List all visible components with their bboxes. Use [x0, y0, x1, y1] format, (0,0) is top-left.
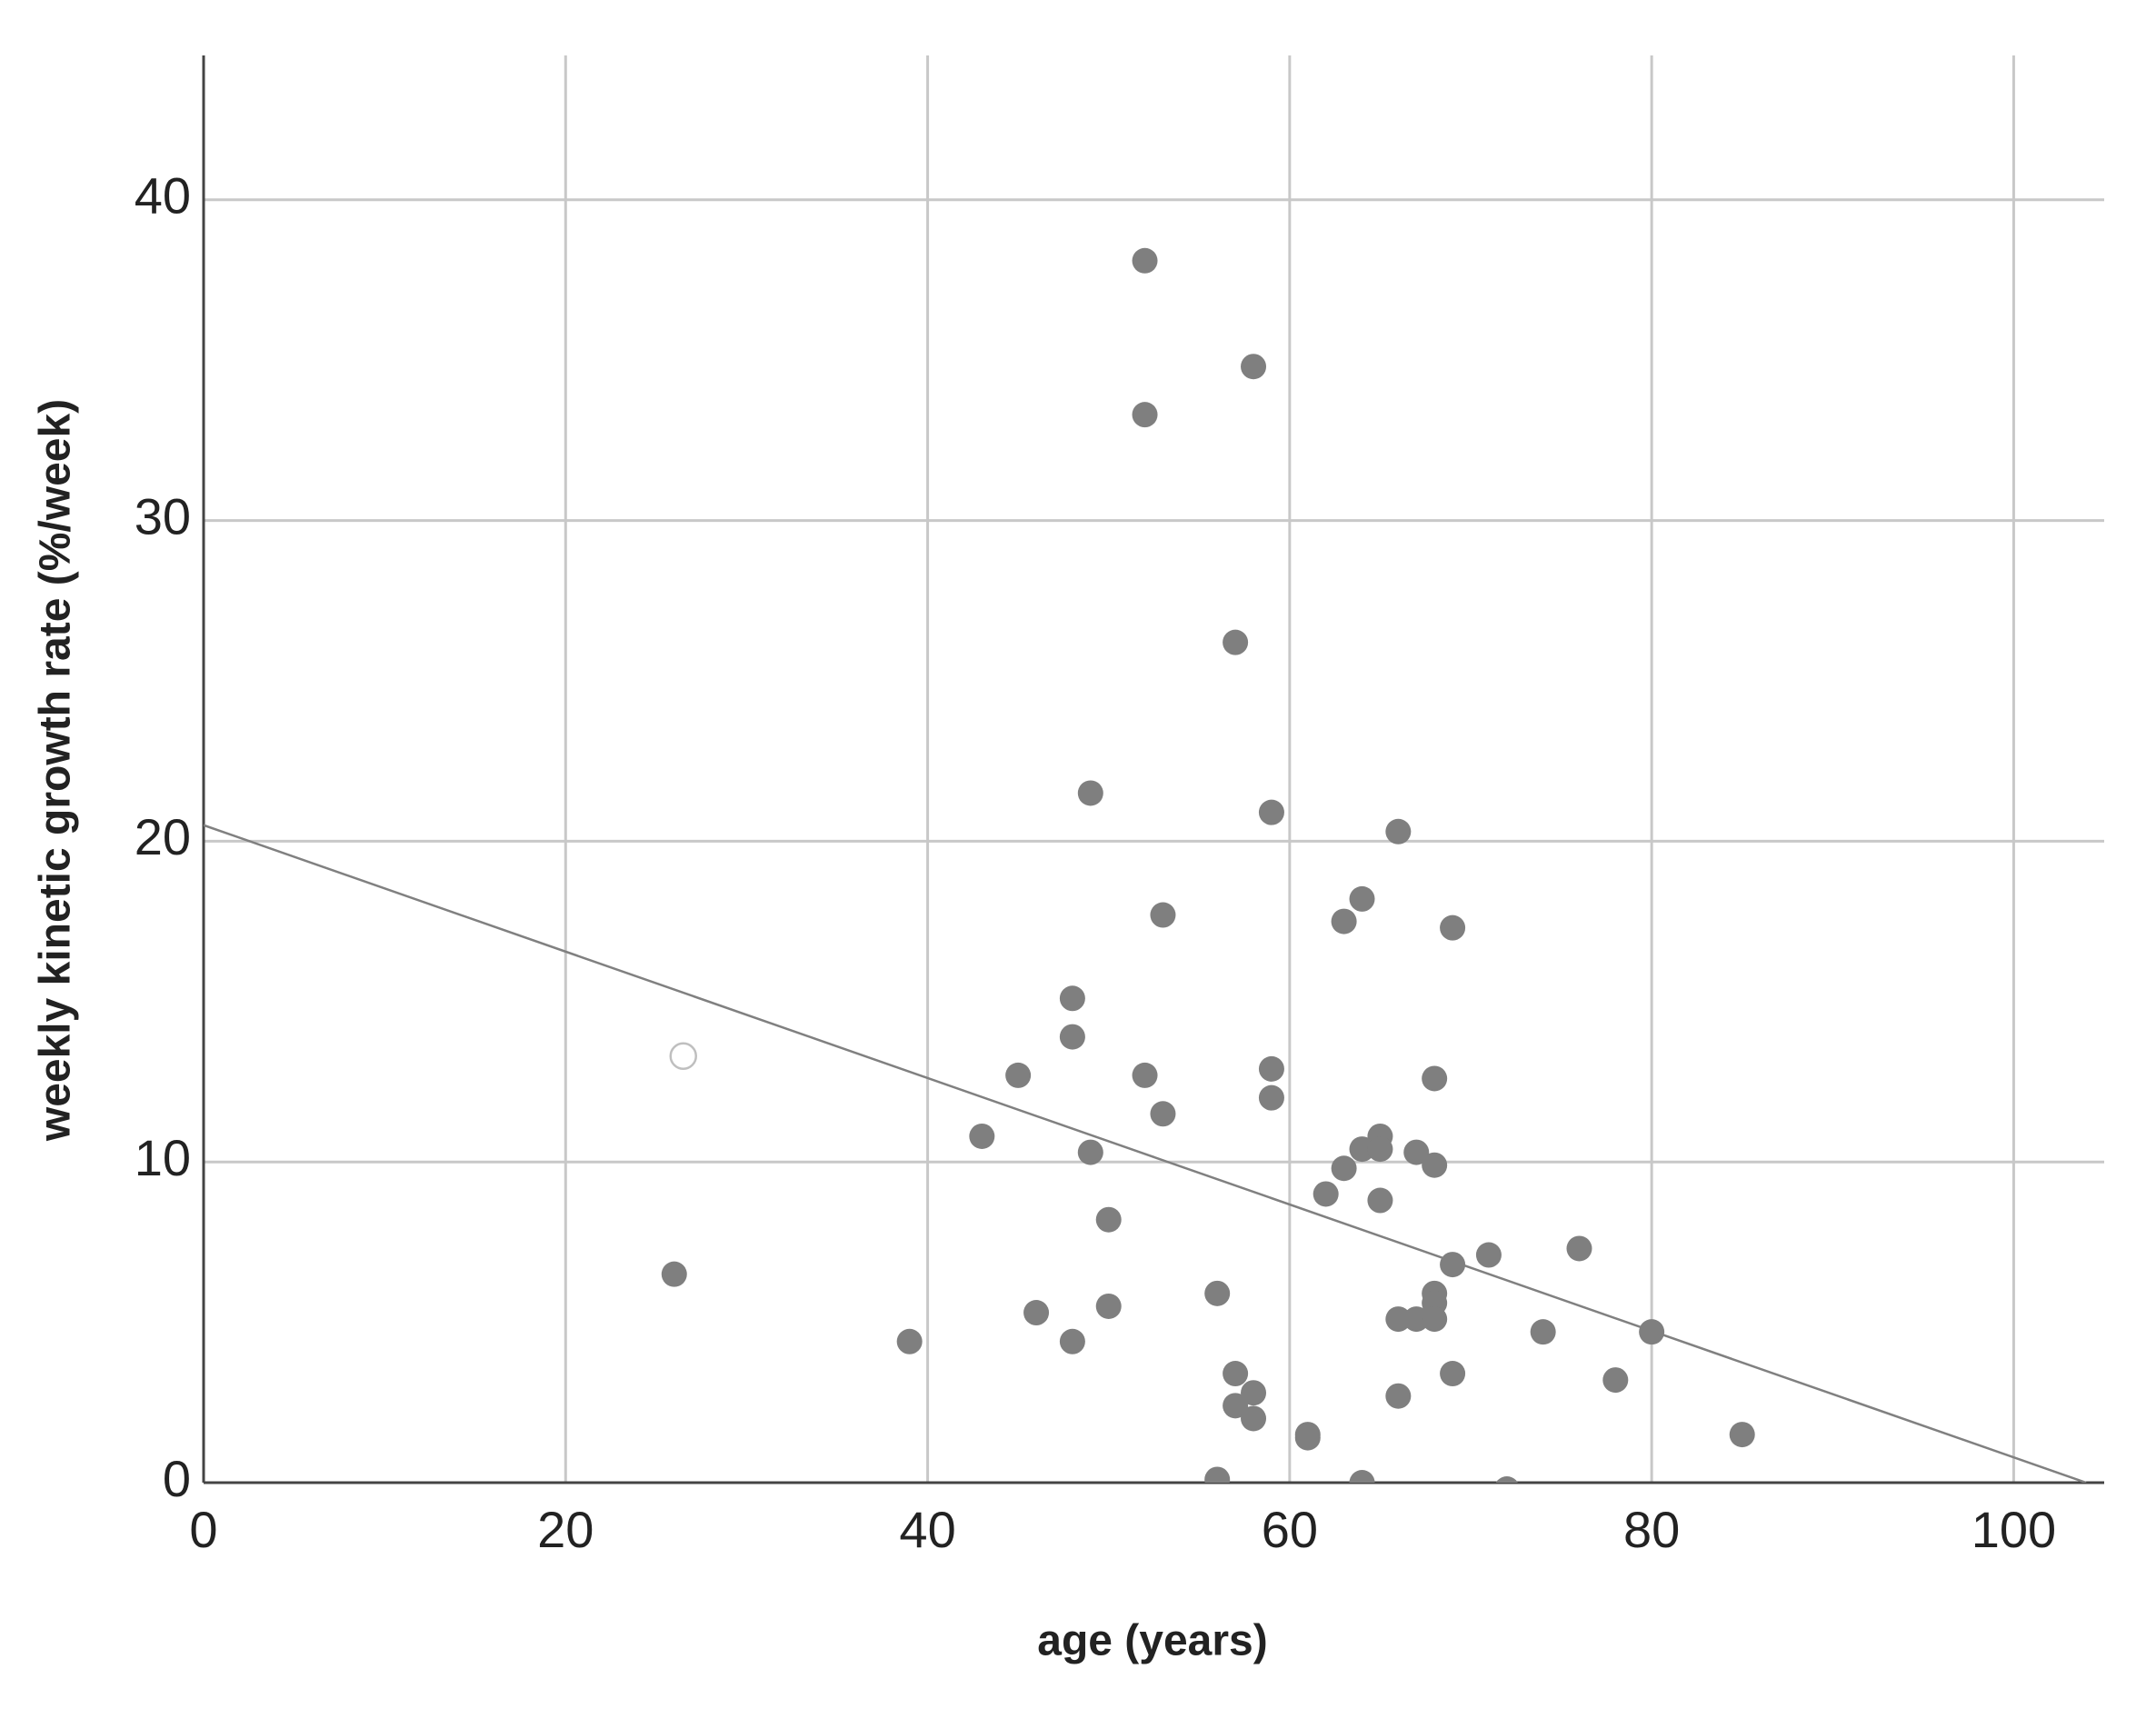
point: [1258, 799, 1284, 825]
point: [1422, 1065, 1448, 1092]
y-tick-label: 20: [135, 808, 191, 865]
x-tick-label: 40: [899, 1501, 955, 1558]
point: [1349, 1470, 1375, 1483]
point: [1367, 1187, 1393, 1214]
point: [1241, 354, 1267, 380]
point: [1403, 1139, 1430, 1165]
y-tick-label: 40: [135, 167, 191, 225]
point: [1005, 1062, 1032, 1088]
point: [1095, 1206, 1122, 1233]
point: [1204, 1280, 1231, 1306]
point: [1241, 1405, 1267, 1432]
y-tick-label: 30: [135, 487, 191, 545]
point: [1059, 985, 1085, 1012]
point: [896, 1328, 923, 1354]
point: [1331, 1155, 1357, 1182]
point: [1385, 818, 1412, 845]
fit-line: [204, 824, 2087, 1483]
point: [1095, 1293, 1122, 1319]
point: [1313, 1181, 1339, 1207]
point: [1077, 780, 1103, 806]
point: [1440, 1252, 1466, 1278]
point: [1294, 1424, 1321, 1451]
point: [1223, 629, 1249, 655]
point: [1639, 1319, 1665, 1345]
point: [1495, 1476, 1518, 1483]
point: [969, 1123, 995, 1149]
point: [1241, 1380, 1267, 1406]
point: [1132, 1062, 1158, 1088]
point: [1204, 1466, 1231, 1483]
point: [1385, 1383, 1412, 1409]
point: [1385, 1306, 1412, 1333]
point: [1059, 1328, 1085, 1354]
x-tick-label: 0: [189, 1501, 217, 1558]
plot-area: [204, 247, 2087, 1483]
x-tick-label: 60: [1262, 1501, 1318, 1558]
point: [1223, 1393, 1249, 1419]
point: [1023, 1300, 1050, 1326]
point: [1349, 885, 1375, 912]
point: [1331, 908, 1357, 934]
x-tick-label: 80: [1623, 1501, 1680, 1558]
point: [1602, 1367, 1629, 1394]
point: [1258, 1084, 1284, 1111]
x-tick-label: 20: [537, 1501, 594, 1558]
point: [1132, 247, 1158, 274]
point: [1059, 1024, 1085, 1050]
point: [1475, 1242, 1502, 1268]
point: [1367, 1136, 1393, 1163]
y-tick-label: 10: [135, 1129, 191, 1186]
point: [1440, 1361, 1466, 1387]
point: [1258, 1055, 1284, 1082]
y-axis-title: weekly kinetic growth rate (%/week): [32, 399, 80, 1142]
point: [1729, 1422, 1755, 1448]
point: [1150, 902, 1176, 928]
open-point: [669, 1042, 697, 1071]
point: [1403, 1306, 1430, 1333]
point: [1566, 1235, 1592, 1262]
point: [1223, 1361, 1249, 1387]
point: [1422, 1152, 1448, 1178]
point: [1150, 1101, 1176, 1127]
point: [1132, 402, 1158, 428]
y-tick-label: 0: [163, 1450, 191, 1507]
x-tick-label: 100: [1971, 1501, 2056, 1558]
point: [661, 1261, 687, 1287]
point: [1440, 914, 1466, 941]
x-axis-title: age (years): [1037, 1617, 1267, 1665]
point: [1077, 1139, 1103, 1165]
point: [1422, 1306, 1448, 1333]
point: [1530, 1319, 1556, 1345]
point: [1349, 1136, 1375, 1163]
